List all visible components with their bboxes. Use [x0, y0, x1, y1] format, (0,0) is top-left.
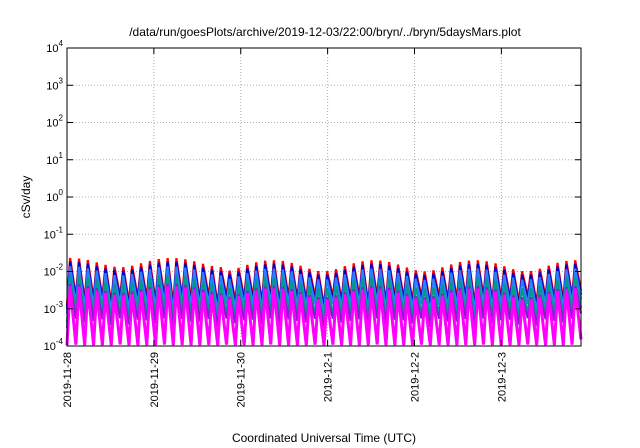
y-tick-label: 102	[46, 114, 63, 130]
y-tick-label: 103	[46, 76, 63, 92]
x-tick-label: 2019-12-2	[409, 352, 421, 402]
x-tick-label: 2019-11-30	[236, 352, 248, 407]
y-tick-label: 104	[46, 39, 63, 55]
y-tick-label: 10-4	[44, 337, 64, 353]
y-axis: 10-4 10-3 10-2 10-1 100 101 102 103 104	[44, 39, 581, 353]
y-tick-label: 10-2	[44, 263, 64, 279]
x-tick-label: 2019-11-29	[149, 352, 161, 407]
x-tick-label: 2019-12-1	[323, 352, 335, 402]
y-tick-label: 10-3	[44, 300, 64, 316]
series-group	[65, 257, 583, 346]
x-axis-label: Coordinated Universal Time (UTC)	[232, 431, 416, 445]
x-axis: 2019-11-28 2019-11-29 2019-11-30 2019-12-1 2…	[62, 48, 508, 407]
y-tick-label: 101	[46, 151, 63, 167]
x-tick-label: 2019-11-28	[62, 352, 74, 407]
chart-title: /data/run/goesPlots/archive/2019-12-03/2…	[129, 25, 521, 39]
series-line	[65, 286, 583, 346]
y-tick-label: 10-1	[44, 225, 64, 241]
x-tick-label: 2019-12-3	[496, 352, 508, 402]
y-axis-label: cSv/day	[19, 176, 33, 219]
y-tick-label: 100	[46, 188, 63, 204]
